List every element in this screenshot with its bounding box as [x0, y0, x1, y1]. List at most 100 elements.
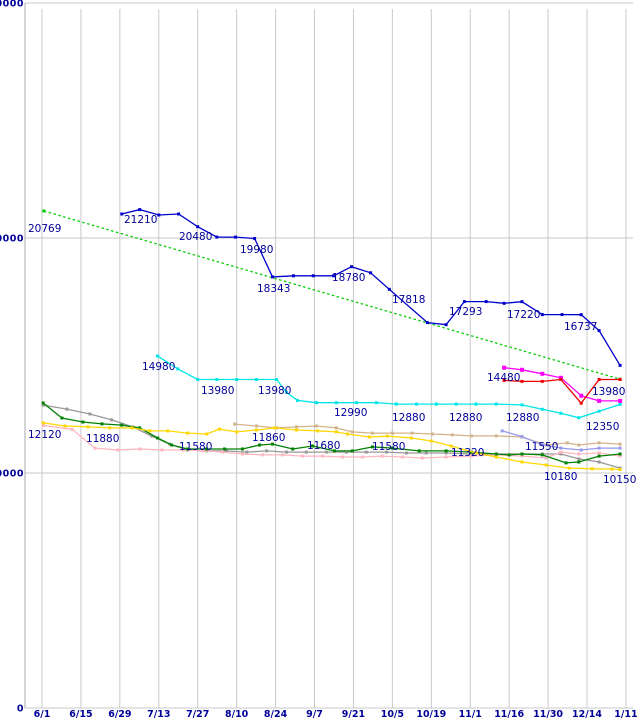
series-blue-line [121, 208, 621, 366]
series-yellow-marker [295, 428, 299, 432]
price-annotation: 11860 [252, 432, 285, 444]
price-annotation: 11680 [307, 440, 340, 452]
x-tick-label: 6/15 [69, 709, 92, 720]
series-tan-marker [577, 443, 581, 447]
series-blue-marker [520, 300, 524, 304]
series-blue-marker [425, 321, 429, 325]
price-annotation: 13980 [592, 386, 625, 398]
series-yellow-marker [474, 451, 478, 455]
series-cyan-marker [156, 354, 160, 358]
series-darkgreen-marker [223, 447, 227, 451]
y-tick-label: 30000 [0, 0, 24, 10]
series-blue-marker [138, 208, 142, 212]
series-red-marker [520, 379, 524, 383]
series-yellow-marker [334, 430, 338, 434]
series-pink-marker [281, 453, 285, 457]
series-darkgreen-marker [332, 449, 336, 453]
series-yellow-marker [130, 426, 134, 430]
series-yellow-marker [63, 424, 67, 428]
series-blue-marker [502, 301, 506, 305]
series-blue-marker [332, 274, 336, 278]
series-darkgreen-marker [597, 454, 601, 458]
price-annotation: 21210 [124, 214, 157, 226]
series-gray-marker [265, 449, 269, 453]
series-gray-marker [65, 407, 69, 411]
series-pink-marker [577, 452, 581, 456]
series-darkgreen-marker [156, 436, 160, 440]
price-annotation: 20480 [179, 231, 212, 243]
series-gray-marker [424, 451, 428, 455]
series-yellow-marker [610, 467, 614, 471]
series-pink-marker [116, 448, 120, 452]
series-darkgreen-marker [564, 461, 568, 465]
series-blue-marker [196, 225, 200, 229]
price-annotation: 14480 [487, 372, 520, 384]
price-annotation: 17818 [392, 294, 425, 306]
x-tick-label: 11/1 [459, 709, 482, 720]
series-magenta-marker [502, 365, 507, 370]
series-darkgreen-marker [205, 447, 209, 451]
series-pink-marker [41, 424, 45, 427]
series-darkgreen-marker [241, 447, 244, 451]
series-cyan-marker [434, 402, 438, 406]
series-tan-marker [565, 441, 569, 445]
series-blue-marker [311, 274, 315, 278]
series-blue-marker [120, 212, 124, 216]
series-blue-marker [444, 323, 448, 327]
series-magenta-marker [520, 367, 524, 372]
price-annotation: 12350 [586, 421, 619, 433]
series-pink-marker [618, 454, 622, 458]
x-tick-label: 7/27 [186, 709, 209, 720]
series-yellow-marker [590, 467, 594, 471]
series-yellow-marker [148, 429, 152, 433]
series-yellow-marker [166, 429, 170, 433]
series-gray-marker [285, 450, 288, 454]
series-lavender-marker [520, 435, 524, 439]
series-pink-marker [138, 447, 142, 451]
series-blue-marker [253, 237, 257, 240]
series-pink-line [43, 424, 621, 459]
series-yellow-marker [409, 436, 413, 440]
series-pink-marker [321, 454, 325, 458]
series-tan-marker [350, 430, 354, 434]
series-pink-marker [520, 454, 524, 458]
series-pink-marker [444, 455, 448, 459]
series-cyan-marker [454, 402, 458, 406]
series-gray-marker [344, 450, 348, 454]
series-darkgreen-marker [371, 445, 374, 449]
series-darkgreen-marker [60, 416, 64, 420]
series-cyan-marker [415, 402, 418, 406]
series-red-marker [597, 378, 601, 381]
x-tick-label: 12/14 [572, 709, 602, 720]
series-cyan-marker [494, 402, 498, 406]
series-tan-marker [494, 434, 498, 438]
series-tan-marker [450, 433, 454, 437]
series-gray-marker [304, 450, 308, 454]
series-gray-marker [559, 452, 563, 456]
series-tan-marker [315, 424, 318, 428]
price-annotation: 11580 [179, 441, 212, 453]
series-red-marker [579, 401, 583, 405]
series-gray-marker [150, 434, 154, 438]
series-tan-marker [469, 434, 473, 438]
series-cyan-marker [355, 401, 359, 405]
series-cyan-marker [215, 378, 219, 381]
series-darkgreen-marker [81, 420, 85, 424]
series-yellow-marker [449, 444, 453, 448]
x-tick-label: 8/10 [225, 709, 249, 720]
series-blue-marker [157, 213, 161, 217]
series-magenta-marker [579, 393, 584, 398]
y-tick-label: 20000 [0, 234, 24, 245]
series-yellow-marker [41, 421, 45, 425]
price-annotation: 10180 [544, 471, 577, 483]
series-tan-marker [334, 426, 338, 430]
series-gray-marker [88, 412, 92, 416]
series-darkgreen-marker [494, 452, 498, 456]
x-tick-label: 11/16 [494, 709, 524, 720]
series-blue-marker [369, 271, 373, 275]
price-annotation: 18343 [257, 283, 290, 295]
series-darkgreen-marker [311, 444, 315, 448]
series-yellow-line [43, 422, 621, 471]
series-magenta-marker [558, 375, 563, 380]
series-darkgreen-marker [138, 426, 142, 430]
